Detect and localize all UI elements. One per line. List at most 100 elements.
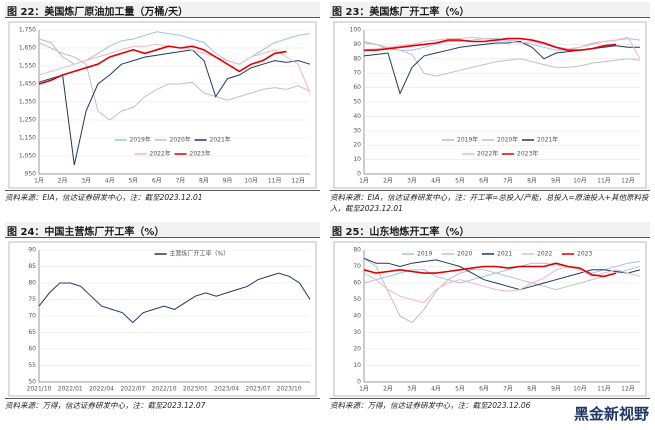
chart: 0 10 20 30 40 50 60 70 80 1月 2月 3月 4月 5月 6月 7月 8月 9月 10月 11… <box>333 241 647 397</box>
chart-title: 图 23：美国炼厂开工率（%） <box>330 2 650 18</box>
x-tick-label: 9月 <box>551 178 561 185</box>
x-tick-label: 11月 <box>597 386 611 393</box>
y-tick-label: 100 <box>350 27 362 34</box>
y-tick-label: 50 <box>28 379 36 386</box>
y-tick-label: 55 <box>28 362 36 369</box>
y-tick-label: 85 <box>28 263 36 270</box>
chart-title: 图 22：美国炼厂原油加工量（万桶/天） <box>5 2 320 18</box>
chart: 50 55 60 65 70 75 80 85 90 2021/10 2022/01 2022/04 2… <box>8 241 317 397</box>
x-tick-label: 2023/10 <box>277 386 302 393</box>
legend-label: 2022年 <box>150 150 171 158</box>
x-tick-label: 4月 <box>431 178 441 185</box>
y-tick-label: 1,550 <box>19 63 36 70</box>
y-tick-label: 1,450 <box>19 81 36 88</box>
x-tick-label: 11月 <box>597 178 611 185</box>
x-tick-label: 10月 <box>573 178 587 185</box>
legend-label: 2020年 <box>497 136 518 144</box>
series-line <box>38 49 311 166</box>
x-tick-label: 9月 <box>551 386 561 393</box>
series-line <box>363 257 641 324</box>
x-tick-label: 2022/10 <box>152 386 177 393</box>
y-tick-label: 30 <box>353 329 361 336</box>
x-tick-label: 8月 <box>527 386 537 393</box>
y-tick-label: 80 <box>353 247 361 254</box>
series-line <box>363 42 641 77</box>
legend-label: 主营炼厂开工率（%） <box>170 250 230 258</box>
y-tick-label: 1,350 <box>19 99 36 106</box>
legend-label: 2022年 <box>477 150 498 158</box>
y-tick-label: 20 <box>353 142 361 149</box>
x-tick-label: 4月 <box>431 386 441 393</box>
y-tick-label: 65 <box>28 329 36 336</box>
legend-label: 2023年 <box>517 150 538 158</box>
x-tick-label: 3月 <box>407 386 417 393</box>
series-line <box>363 36 641 60</box>
y-tick-label: 90 <box>353 41 361 48</box>
x-tick-label: 4月 <box>105 178 115 185</box>
y-tick-label: 0 <box>357 379 361 386</box>
series-line <box>38 43 311 94</box>
x-tick-label: 2023/04 <box>214 386 239 393</box>
series-line <box>363 40 640 95</box>
y-tick-label: 1,150 <box>19 135 36 142</box>
y-tick-label: 40 <box>353 113 361 120</box>
legend-label: 2021 <box>497 251 512 258</box>
x-tick-label: 3月 <box>407 178 417 185</box>
frame <box>8 21 317 189</box>
x-tick-label: 8月 <box>199 178 209 185</box>
y-tick-label: 60 <box>353 84 361 91</box>
x-tick-label: 2023/07 <box>245 386 270 393</box>
series-line <box>38 42 311 121</box>
x-tick-label: 7月 <box>503 178 513 185</box>
y-tick-label: 950 <box>25 171 37 178</box>
x-tick-label: 2022/07 <box>120 386 145 393</box>
legend-label: 2020 <box>457 251 472 258</box>
legend-label: 2021年 <box>537 136 558 144</box>
y-tick-label: 10 <box>353 362 361 369</box>
chart: 0 10 20 30 40 50 60 70 80 90 100 1月 2月 3月 4月 5月 6月 7月 8月 9月… <box>333 21 647 189</box>
y-tick-label: 0 <box>357 171 361 178</box>
frame <box>333 21 647 189</box>
y-tick-label: 70 <box>353 263 361 270</box>
source-note: 资料来源：EIA，信达证券研发中心，注：开工率=总投入/产能，总投入=原油投入+… <box>330 190 650 214</box>
legend-label: 2019年 <box>130 136 151 144</box>
y-tick-label: 40 <box>353 313 361 320</box>
series-line <box>38 272 311 324</box>
y-tick-label: 1,250 <box>19 117 36 124</box>
chart-panel: 图 24：中国主营炼厂开工率（%） 50 55 60 65 70 75 80 85 90 2021/… <box>5 222 320 411</box>
x-tick-label: 2月 <box>383 386 393 393</box>
y-tick-label: 1,650 <box>19 45 36 52</box>
source-note: 资料来源：EIA，信达证券研发中心，注：截至2023.12.01 <box>5 190 320 203</box>
series-line <box>363 261 641 284</box>
x-tick-label: 12月 <box>621 386 635 393</box>
legend-label: 2020年 <box>170 136 191 144</box>
y-tick-label: 50 <box>353 99 361 106</box>
x-tick-label: 12月 <box>291 178 305 185</box>
x-tick-label: 10月 <box>573 386 587 393</box>
y-tick-label: 70 <box>28 313 36 320</box>
x-tick-label: 8月 <box>527 178 537 185</box>
y-tick-label: 80 <box>353 55 361 62</box>
x-tick-label: 9月 <box>223 178 233 185</box>
y-tick-label: 90 <box>28 247 36 254</box>
x-tick-label: 6月 <box>479 386 489 393</box>
x-tick-label: 7月 <box>175 178 185 185</box>
x-tick-label: 11月 <box>268 178 282 185</box>
chart: 950 1,050 1,150 1,250 1,350 1,450 1,550 1,650 1,… <box>8 21 317 189</box>
x-tick-label: 2022/01 <box>58 386 83 393</box>
x-tick-label: 6月 <box>152 178 162 185</box>
x-tick-label: 2月 <box>383 178 393 185</box>
watermark: 黑金新视野 <box>573 405 649 423</box>
x-tick-label: 1月 <box>34 178 44 185</box>
y-tick-label: 70 <box>353 70 361 77</box>
series-line <box>363 257 641 291</box>
frame <box>8 241 317 397</box>
x-tick-label: 12月 <box>621 178 635 185</box>
y-tick-label: 60 <box>353 280 361 287</box>
source-note: 资料来源：万得，信达证券研发中心，注：截至2023.12.06 <box>330 398 650 411</box>
y-tick-label: 20 <box>353 346 361 353</box>
x-tick-label: 2023/01 <box>183 386 208 393</box>
x-tick-label: 10月 <box>244 178 258 185</box>
frame <box>333 241 647 397</box>
